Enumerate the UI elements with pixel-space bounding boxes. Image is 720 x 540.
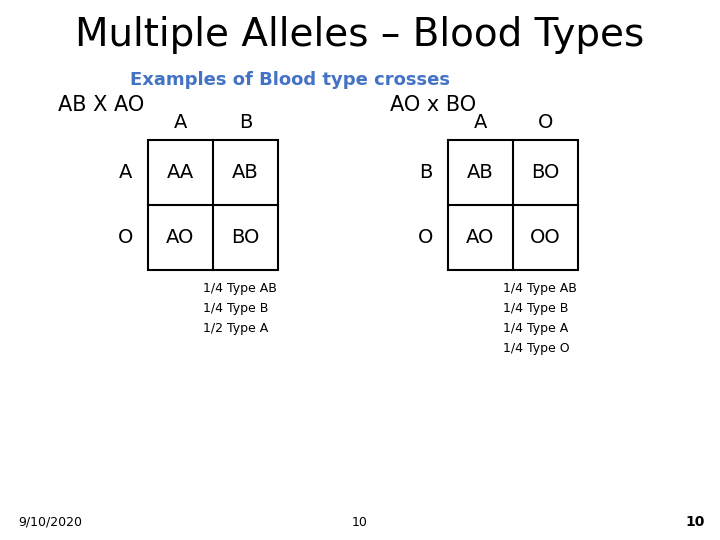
Text: AO: AO — [467, 228, 495, 247]
Text: OO: OO — [530, 228, 561, 247]
Text: O: O — [538, 112, 553, 132]
Text: AB: AB — [232, 163, 259, 182]
Text: AO: AO — [166, 228, 194, 247]
Text: BO: BO — [231, 228, 260, 247]
Text: 9/10/2020: 9/10/2020 — [18, 516, 82, 529]
Text: AA: AA — [167, 163, 194, 182]
Text: O: O — [418, 228, 433, 247]
Bar — [448, 140, 578, 270]
Text: B: B — [239, 112, 252, 132]
Text: AB: AB — [467, 163, 494, 182]
Text: A: A — [174, 112, 187, 132]
Text: 1/4 Type AB
1/4 Type B
1/4 Type A
1/4 Type O: 1/4 Type AB 1/4 Type B 1/4 Type A 1/4 Ty… — [503, 282, 577, 355]
Text: 10: 10 — [685, 515, 705, 529]
Bar — [148, 140, 278, 270]
Text: A: A — [120, 163, 132, 182]
Text: B: B — [419, 163, 433, 182]
Text: 1/4 Type AB
1/4 Type B
1/2 Type A: 1/4 Type AB 1/4 Type B 1/2 Type A — [203, 282, 277, 335]
Text: AB X AO: AB X AO — [58, 95, 144, 115]
Text: AO x BO: AO x BO — [390, 95, 476, 115]
Text: A: A — [474, 112, 487, 132]
Text: Examples of Blood type crosses: Examples of Blood type crosses — [130, 71, 450, 89]
Text: BO: BO — [531, 163, 559, 182]
Text: Multiple Alleles – Blood Types: Multiple Alleles – Blood Types — [76, 16, 644, 54]
Text: 10: 10 — [352, 516, 368, 529]
Text: O: O — [118, 228, 134, 247]
